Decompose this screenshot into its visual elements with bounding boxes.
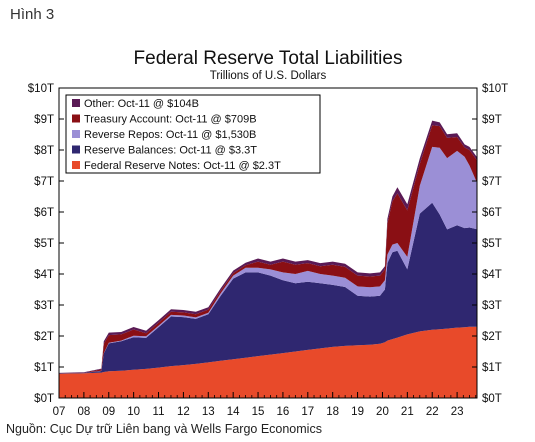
y-tick-right-label: $10T [482,83,508,95]
y-axis-left: $0T $1T $2T $3T $4T $5T $6T $7T $8T $9T $10T [28,83,64,405]
x-tick-label: 22 [426,406,439,418]
y-tick-left-label: $3T [34,300,54,312]
y-tick-left-label: $5T [34,238,54,250]
y-tick-right-label: $8T [482,145,502,157]
legend-swatch [72,130,80,138]
y-tick-left-label: $10T [28,83,54,95]
chart-title: Federal Reserve Total Liabilities [134,48,403,69]
y-tick-left-label: $0T [34,393,54,405]
x-tick-label: 14 [227,406,240,418]
x-tick-label: 16 [277,406,290,418]
legend-swatch [72,99,80,107]
legend-label: Other: Oct-11 @ $104B [84,98,199,110]
x-tick-label: 08 [77,406,90,418]
x-tick-label: 19 [351,406,364,418]
source-note: Nguồn: Cục Dự trữ Liên bang và Wells Far… [6,422,322,436]
y-tick-left-label: $7T [34,176,54,188]
x-tick-label: 20 [376,406,389,418]
y-tick-left-label: $2T [34,331,54,343]
legend-label: Reserve Balances: Oct-11 @ $3.3T [84,145,257,157]
legend: Other: Oct-11 @ $104B Treasury Account: O… [65,94,321,174]
y-tick-right-label: $1T [482,362,502,374]
x-tick-label: 23 [451,406,464,418]
y-tick-left-label: $4T [34,269,54,281]
legend-box [65,94,321,174]
y-axis-right: $0T $1T $2T $3T $4T $5T $6T $7T $8T $9T $10T [472,83,508,405]
x-tick-label: 21 [401,406,414,418]
figure-label: Hình 3 [10,6,55,23]
y-tick-left-label: $9T [34,114,54,126]
legend-label: Federal Reserve Notes: Oct-11 @ $2.3T [84,160,281,172]
y-tick-right-label: $3T [482,300,502,312]
x-tick-label: 13 [202,406,215,418]
legend-swatch [72,161,80,169]
y-tick-right-label: $0T [482,393,502,405]
x-tick-label: 17 [301,406,314,418]
y-tick-right-label: $5T [482,238,502,250]
x-tick-label: 09 [102,406,115,418]
legend-swatch [72,145,80,154]
area-series-0 [59,326,477,398]
y-tick-right-label: $6T [482,207,502,219]
x-axis: 07 08 09 10 11 12 13 14 15 16 17 18 19 20 21 22 23 [53,392,477,418]
x-tick-label: 12 [177,406,190,418]
x-tick-label: 15 [252,406,265,418]
area-series-1 [59,202,477,374]
legend-label: Reverse Repos: Oct-11 @ $1,530B [84,129,256,141]
y-tick-left-label: $1T [34,362,54,374]
y-tick-right-label: $2T [482,331,502,343]
y-tick-right-label: $9T [482,114,502,126]
y-tick-right-label: $7T [482,176,502,188]
chart-subtitle: Trillions of U.S. Dollars [210,70,327,82]
area-series-group [59,120,477,398]
x-tick-label: 10 [127,406,140,418]
y-tick-left-label: $6T [34,207,54,219]
x-tick-label: 11 [153,406,165,418]
y-tick-left-label: $8T [34,145,54,157]
y-tick-right-label: $4T [482,269,502,281]
area-series-2 [59,146,477,374]
legend-swatch [72,114,80,123]
x-tick-label: 18 [326,406,339,418]
legend-label: Treasury Account: Oct-11 @ $709B [84,114,257,126]
x-tick-label: 07 [53,406,66,418]
